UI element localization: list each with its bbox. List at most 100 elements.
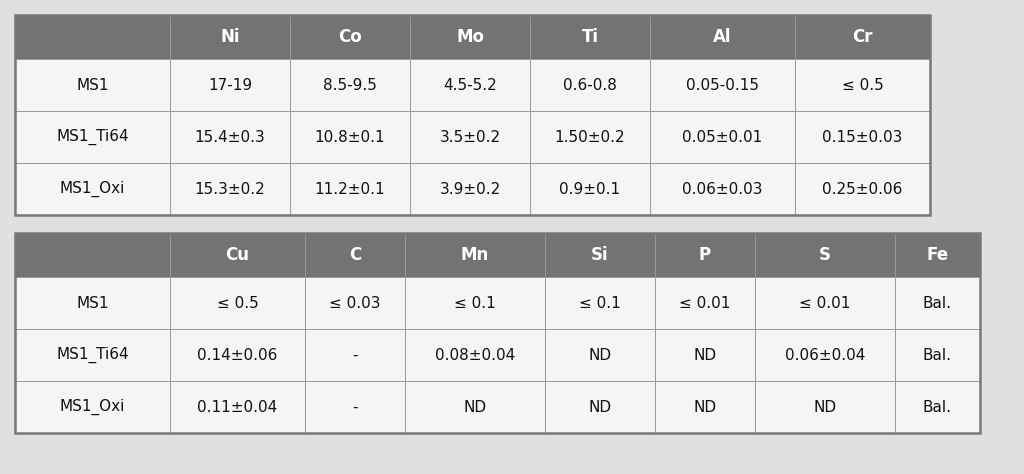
Text: MS1_Oxi: MS1_Oxi: [59, 399, 125, 415]
Bar: [290, 15, 410, 59]
Bar: [305, 233, 406, 277]
Text: ND: ND: [693, 347, 717, 363]
Text: Fe: Fe: [927, 246, 948, 264]
Text: MS1_Ti64: MS1_Ti64: [56, 129, 129, 145]
Text: Ni: Ni: [220, 28, 240, 46]
Bar: [15, 381, 170, 433]
Text: 0.6-0.8: 0.6-0.8: [563, 78, 616, 92]
Bar: [15, 15, 170, 59]
Text: ND: ND: [813, 400, 837, 414]
Text: 0.08±0.04: 0.08±0.04: [435, 347, 515, 363]
Text: S: S: [819, 246, 831, 264]
Text: ≤ 0.01: ≤ 0.01: [800, 295, 851, 310]
Bar: [755, 329, 895, 381]
Bar: [15, 277, 170, 329]
Text: 0.06±0.03: 0.06±0.03: [682, 182, 763, 197]
Text: Bal.: Bal.: [923, 295, 952, 310]
Bar: [15, 15, 930, 215]
Text: ND: ND: [589, 347, 611, 363]
Bar: [530, 111, 650, 163]
Bar: [170, 277, 305, 329]
Bar: [170, 59, 290, 111]
Bar: [406, 233, 545, 277]
Bar: [755, 277, 895, 329]
Text: 0.25±0.06: 0.25±0.06: [822, 182, 903, 197]
Bar: [170, 381, 305, 433]
Text: 0.15±0.03: 0.15±0.03: [822, 129, 903, 145]
Text: 3.5±0.2: 3.5±0.2: [439, 129, 501, 145]
Text: 1.50±0.2: 1.50±0.2: [555, 129, 626, 145]
Bar: [655, 381, 755, 433]
Text: ND: ND: [464, 400, 486, 414]
Bar: [650, 59, 795, 111]
Bar: [15, 59, 170, 111]
Bar: [655, 329, 755, 381]
Bar: [530, 59, 650, 111]
Bar: [530, 163, 650, 215]
Text: ≤ 0.5: ≤ 0.5: [842, 78, 884, 92]
Text: Bal.: Bal.: [923, 347, 952, 363]
Text: 0.06±0.04: 0.06±0.04: [784, 347, 865, 363]
Text: 0.05±0.01: 0.05±0.01: [682, 129, 763, 145]
Bar: [655, 233, 755, 277]
Text: Co: Co: [338, 28, 361, 46]
Text: 0.05-0.15: 0.05-0.15: [686, 78, 759, 92]
Text: MS1: MS1: [76, 295, 109, 310]
Bar: [410, 59, 530, 111]
Text: MS1_Ti64: MS1_Ti64: [56, 347, 129, 363]
Text: ND: ND: [693, 400, 717, 414]
Bar: [170, 329, 305, 381]
Text: ≤ 0.01: ≤ 0.01: [679, 295, 731, 310]
Bar: [410, 163, 530, 215]
Text: 0.9±0.1: 0.9±0.1: [559, 182, 621, 197]
Bar: [406, 381, 545, 433]
Bar: [650, 111, 795, 163]
Bar: [895, 233, 980, 277]
Bar: [170, 111, 290, 163]
Text: 10.8±0.1: 10.8±0.1: [314, 129, 385, 145]
Text: ND: ND: [589, 400, 611, 414]
Text: Cr: Cr: [852, 28, 872, 46]
Bar: [755, 233, 895, 277]
Text: 15.4±0.3: 15.4±0.3: [195, 129, 265, 145]
Bar: [795, 163, 930, 215]
Bar: [406, 277, 545, 329]
Text: C: C: [349, 246, 361, 264]
Text: 4.5-5.2: 4.5-5.2: [443, 78, 497, 92]
Bar: [305, 277, 406, 329]
Bar: [170, 163, 290, 215]
Bar: [795, 59, 930, 111]
Bar: [650, 15, 795, 59]
Bar: [795, 111, 930, 163]
Text: MS1: MS1: [76, 78, 109, 92]
Text: 17-19: 17-19: [208, 78, 252, 92]
Bar: [290, 163, 410, 215]
Bar: [530, 15, 650, 59]
Text: ≤ 0.1: ≤ 0.1: [454, 295, 496, 310]
Bar: [895, 277, 980, 329]
Text: 0.11±0.04: 0.11±0.04: [198, 400, 278, 414]
Text: 15.3±0.2: 15.3±0.2: [195, 182, 265, 197]
Text: Bal.: Bal.: [923, 400, 952, 414]
Text: MS1_Oxi: MS1_Oxi: [59, 181, 125, 197]
Text: Al: Al: [714, 28, 732, 46]
Bar: [655, 277, 755, 329]
Bar: [895, 381, 980, 433]
Bar: [795, 15, 930, 59]
Bar: [406, 329, 545, 381]
Bar: [290, 111, 410, 163]
Text: Mn: Mn: [461, 246, 489, 264]
Text: Mo: Mo: [456, 28, 484, 46]
Bar: [15, 111, 170, 163]
Bar: [895, 329, 980, 381]
Bar: [15, 233, 170, 277]
Text: Cu: Cu: [225, 246, 250, 264]
Bar: [410, 15, 530, 59]
Bar: [15, 233, 980, 433]
Text: 0.14±0.06: 0.14±0.06: [198, 347, 278, 363]
Text: Ti: Ti: [582, 28, 598, 46]
Text: 8.5-9.5: 8.5-9.5: [323, 78, 377, 92]
Text: -: -: [352, 347, 357, 363]
Bar: [545, 233, 655, 277]
Bar: [15, 329, 170, 381]
